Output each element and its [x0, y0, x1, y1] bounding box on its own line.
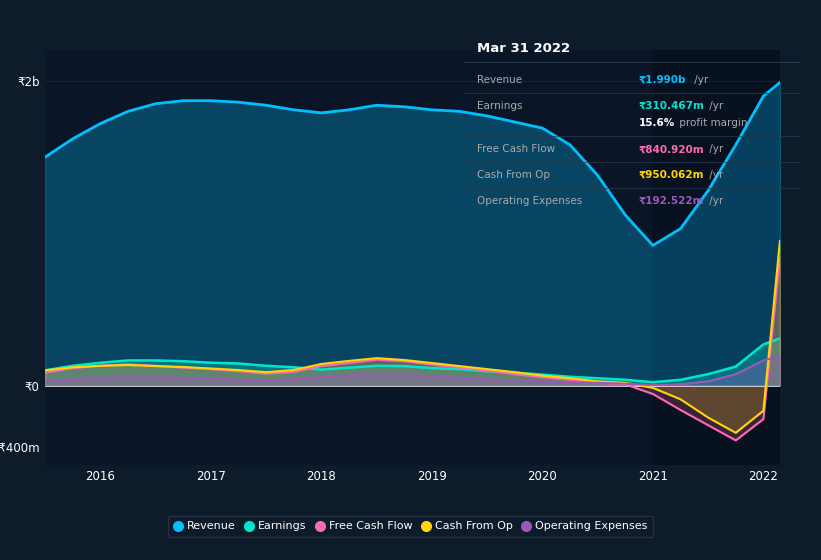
Text: Cash From Op: Cash From Op	[477, 170, 550, 180]
Text: profit margin: profit margin	[676, 118, 747, 128]
Text: ₹192.522m: ₹192.522m	[639, 196, 704, 206]
Text: Free Cash Flow: Free Cash Flow	[477, 144, 556, 154]
Text: /yr: /yr	[690, 74, 708, 85]
Text: /yr: /yr	[705, 196, 722, 206]
Text: Revenue: Revenue	[477, 74, 522, 85]
Text: ₹840.920m: ₹840.920m	[639, 144, 704, 154]
Text: ₹950.062m: ₹950.062m	[639, 170, 704, 180]
Legend: Revenue, Earnings, Free Cash Flow, Cash From Op, Operating Expenses: Revenue, Earnings, Free Cash Flow, Cash …	[168, 516, 653, 537]
Text: Mar 31 2022: Mar 31 2022	[477, 42, 571, 55]
Text: /yr: /yr	[705, 101, 722, 110]
Text: /yr: /yr	[705, 170, 722, 180]
Text: ₹310.467m: ₹310.467m	[639, 101, 704, 110]
Text: 15.6%: 15.6%	[639, 118, 675, 128]
Text: ₹1.990b: ₹1.990b	[639, 74, 686, 85]
Text: Operating Expenses: Operating Expenses	[477, 196, 583, 206]
Text: /yr: /yr	[705, 144, 722, 154]
Text: Earnings: Earnings	[477, 101, 523, 110]
Bar	[653, 50, 780, 465]
